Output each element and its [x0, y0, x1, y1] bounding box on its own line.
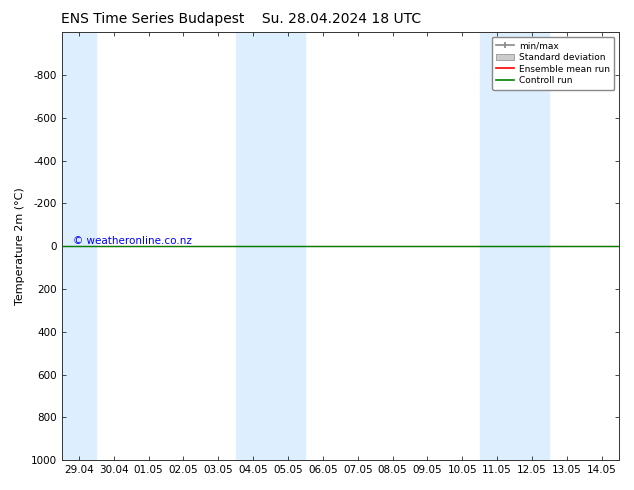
Text: © weatheronline.co.nz: © weatheronline.co.nz	[73, 236, 191, 246]
Bar	[236, 32, 306, 460]
Y-axis label: Temperature 2m (°C): Temperature 2m (°C)	[15, 187, 25, 305]
Text: ENS Time Series Budapest    Su. 28.04.2024 18 UTC: ENS Time Series Budapest Su. 28.04.2024 …	[61, 12, 421, 26]
Bar	[480, 32, 549, 460]
Bar	[61, 32, 96, 460]
Legend: min/max, Standard deviation, Ensemble mean run, Controll run: min/max, Standard deviation, Ensemble me…	[492, 37, 614, 90]
